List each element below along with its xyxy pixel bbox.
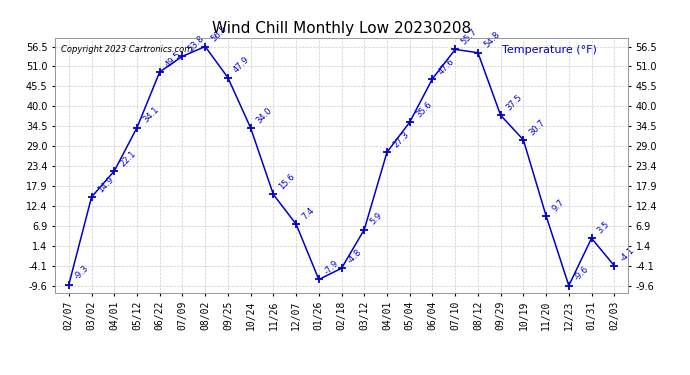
Text: -9.6: -9.6	[573, 265, 591, 283]
Text: 54.8: 54.8	[482, 30, 502, 50]
Text: 30.7: 30.7	[528, 117, 547, 137]
Text: 3.5: 3.5	[595, 220, 611, 236]
Text: 14.9: 14.9	[96, 175, 115, 194]
Text: 56.5: 56.5	[209, 24, 229, 44]
Text: -4.8: -4.8	[346, 248, 364, 266]
Text: 37.5: 37.5	[505, 93, 524, 112]
Text: 7.4: 7.4	[300, 206, 316, 221]
Text: 5.9: 5.9	[368, 211, 384, 227]
Text: 15.6: 15.6	[277, 172, 297, 192]
Text: 35.6: 35.6	[414, 100, 433, 119]
Text: 47.9: 47.9	[232, 56, 252, 75]
Text: 34.1: 34.1	[141, 105, 161, 125]
Text: 53.8: 53.8	[186, 34, 206, 54]
Text: -7.9: -7.9	[323, 259, 341, 277]
Title: Wind Chill Monthly Low 20230208: Wind Chill Monthly Low 20230208	[212, 21, 471, 36]
Text: Temperature (°F): Temperature (°F)	[502, 45, 597, 55]
Text: 49.5: 49.5	[164, 50, 184, 69]
Text: -4.1: -4.1	[618, 245, 636, 263]
Text: Copyright 2023 Cartronics.com: Copyright 2023 Cartronics.com	[61, 45, 193, 54]
Text: -9.3: -9.3	[73, 264, 91, 282]
Text: 55.7: 55.7	[460, 27, 479, 46]
Text: 34.0: 34.0	[255, 106, 274, 125]
Text: 47.6: 47.6	[437, 56, 456, 76]
Text: 27.3: 27.3	[391, 130, 411, 149]
Text: 22.1: 22.1	[119, 149, 138, 168]
Text: 9.7: 9.7	[550, 197, 566, 213]
